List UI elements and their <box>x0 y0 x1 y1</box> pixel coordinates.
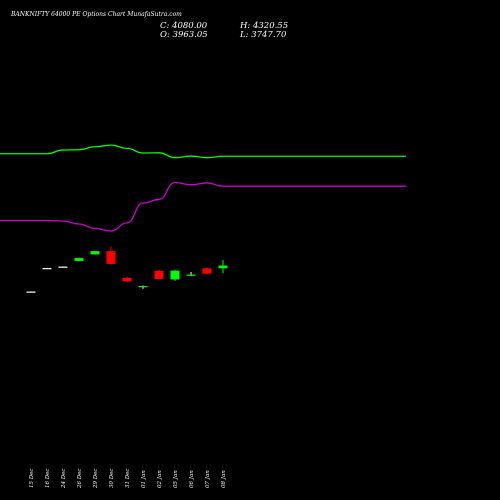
middle-band-line <box>0 181 406 232</box>
x-tick-label: 06 Jan <box>189 470 195 488</box>
candle-body <box>26 291 36 293</box>
x-tick-label: 08 Jan <box>221 470 227 488</box>
candle-body <box>202 268 212 274</box>
x-tick-label: 29 Dec <box>93 469 99 490</box>
x-tick-label: 07 Jan <box>205 470 211 488</box>
candle-body <box>170 270 180 280</box>
candle-body <box>122 277 132 282</box>
x-tick-label: 02 Jan <box>157 470 163 488</box>
x-tick-label: 26 Dec <box>77 469 83 490</box>
x-tick-label: 30 Dec <box>109 469 115 489</box>
x-tick-label: 05 Jan <box>173 470 179 488</box>
x-tick-label: 16 Dec <box>45 469 51 489</box>
candle-body <box>138 285 148 288</box>
candle-body <box>42 268 52 270</box>
candle-body <box>90 251 100 255</box>
candle-body <box>106 251 116 264</box>
candle-body <box>186 274 196 276</box>
chart-title: BANKNIFTY 64000 PE Options Chart MunafaS… <box>11 11 182 18</box>
ohlc-open: O: 3963.05 <box>160 30 208 40</box>
x-tick-label: 24 Dec <box>61 469 67 490</box>
upper-band-line <box>0 144 406 159</box>
x-tick-label: 31 Dec <box>125 469 131 489</box>
ohlc-close: C: 4080.00 <box>160 21 208 31</box>
candle-body <box>218 265 228 269</box>
candle-body <box>154 270 164 279</box>
candle-body <box>74 258 84 261</box>
ohlc-low: L: 3747.70 <box>240 30 287 40</box>
candle-body <box>58 266 68 268</box>
x-tick-label: 15 Dec <box>29 469 35 489</box>
ohlc-high: H: 4320.55 <box>240 21 289 31</box>
x-tick-label: 01 Jan <box>141 470 147 488</box>
